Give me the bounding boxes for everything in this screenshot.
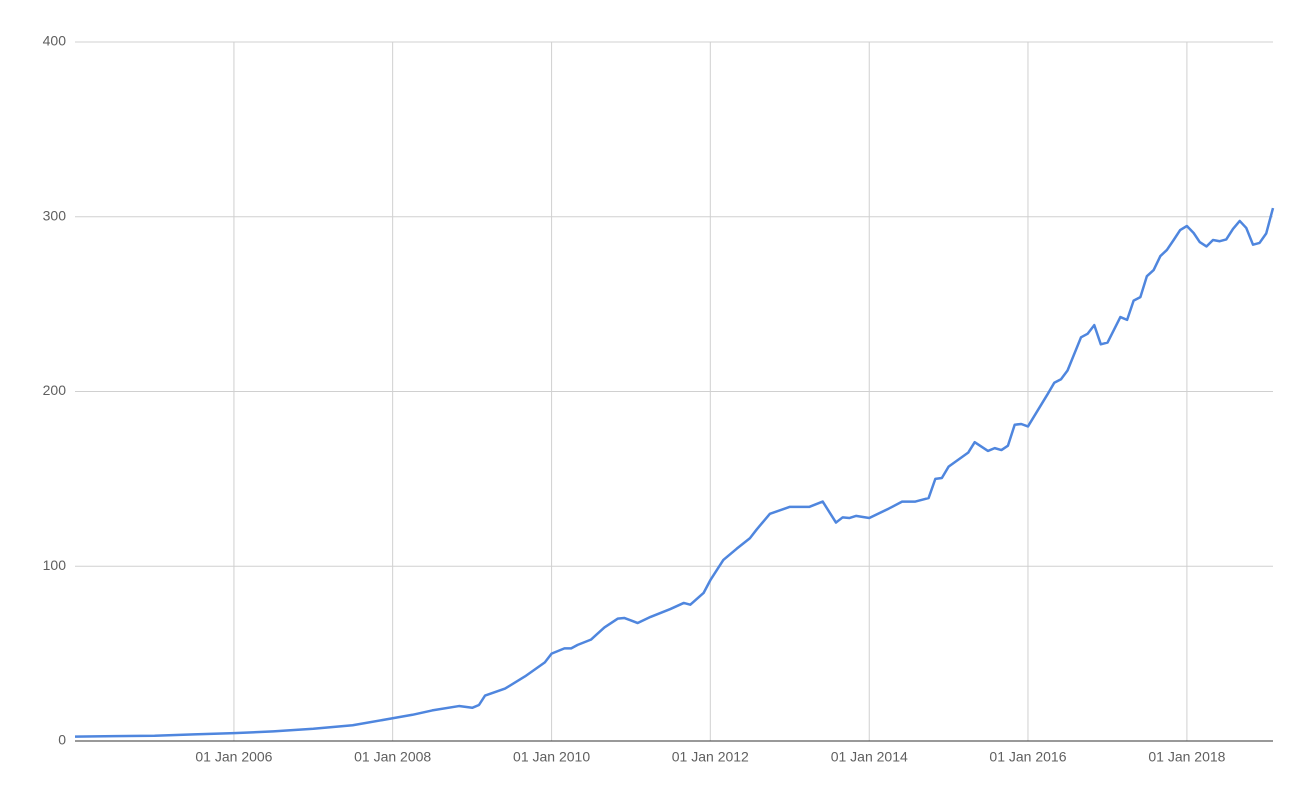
x-tick-label: 01 Jan 2010 bbox=[513, 749, 590, 765]
y-tick-label: 400 bbox=[43, 33, 67, 49]
y-tick-label: 200 bbox=[43, 382, 67, 398]
x-tick-label: 01 Jan 2012 bbox=[672, 749, 749, 765]
y-tick-label: 0 bbox=[58, 732, 66, 748]
x-tick-label: 01 Jan 2014 bbox=[831, 749, 908, 765]
x-tick-label: 01 Jan 2016 bbox=[989, 749, 1066, 765]
data-line bbox=[74, 207, 1275, 738]
y-tick-label: 100 bbox=[43, 557, 67, 573]
x-tick-label: 01 Jan 2008 bbox=[354, 749, 431, 765]
x-tick-label: 01 Jan 2006 bbox=[195, 749, 272, 765]
y-tick-label: 300 bbox=[43, 207, 67, 223]
x-tick-label: 01 Jan 2018 bbox=[1148, 749, 1225, 765]
